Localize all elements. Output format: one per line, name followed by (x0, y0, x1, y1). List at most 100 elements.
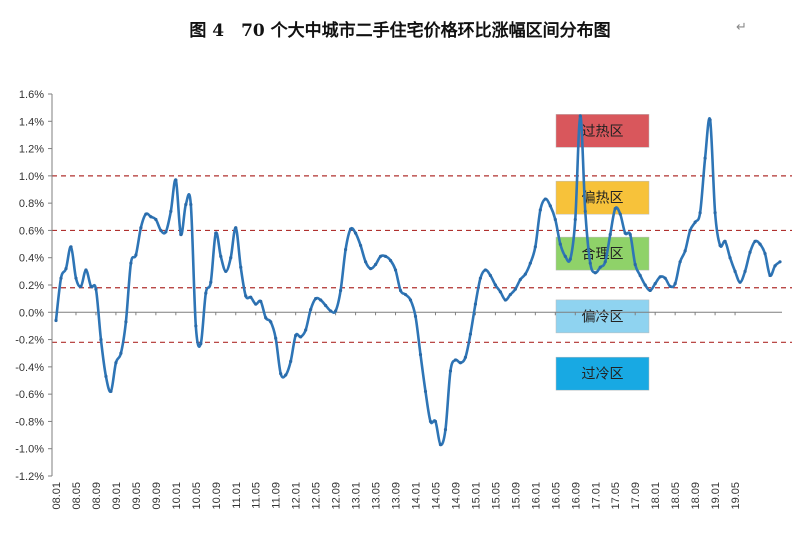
data-point (54, 318, 58, 323)
x-tick-label: 19.01 (710, 482, 722, 510)
data-point (149, 215, 153, 219)
data-point (708, 118, 712, 122)
x-tick-label: 15.01 (470, 482, 482, 510)
y-tick-label: 0.6% (19, 225, 44, 237)
data-point (249, 295, 253, 299)
data-point (418, 352, 423, 357)
reference-lines (52, 175, 792, 343)
x-tick-label: 13.01 (351, 482, 363, 510)
data-point (89, 284, 93, 288)
x-tick-label: 16.01 (530, 482, 542, 510)
data-point (753, 239, 757, 243)
data-point (498, 290, 502, 294)
x-tick-label: 12.09 (331, 482, 343, 510)
axes: -1.2% -1.0% -0.8% -0.6% -0.4% -0.2% 0.0% 0.2% 0.… (15, 89, 782, 510)
x-tick-label: 08.09 (91, 482, 103, 510)
data-point (568, 257, 572, 261)
data-point (69, 245, 73, 249)
x-tick-label: 14.05 (430, 482, 442, 510)
data-point (668, 284, 672, 288)
data-point (234, 226, 238, 230)
data-point (533, 245, 537, 249)
data-point (508, 292, 512, 297)
data-point (139, 226, 143, 230)
x-tick-label: 12.01 (291, 482, 303, 510)
x-tick-label: 16.05 (550, 482, 562, 510)
x-tick-label: 18.09 (690, 482, 702, 510)
data-point (199, 342, 203, 346)
data-point (583, 209, 587, 213)
data-point (59, 276, 63, 280)
series-line (54, 114, 781, 447)
data-point (398, 288, 403, 293)
data-point (693, 220, 697, 224)
data-point (463, 355, 468, 359)
data-point (164, 230, 168, 234)
data-point (393, 268, 398, 272)
data-point (159, 228, 163, 233)
data-point (344, 247, 348, 252)
data-point (588, 261, 592, 265)
data-point (329, 309, 333, 313)
data-point (528, 261, 532, 265)
zone-box (555, 180, 650, 215)
data-point (628, 232, 632, 237)
data-point (608, 232, 612, 237)
data-point (84, 268, 88, 272)
data-point (294, 333, 298, 338)
data-point (773, 264, 777, 268)
data-point (189, 202, 193, 207)
series-layer (54, 114, 782, 447)
x-tick-label: 13.05 (371, 482, 383, 510)
data-point (119, 351, 123, 355)
x-tick-label: 14.09 (450, 482, 462, 510)
data-point (458, 361, 463, 365)
paragraph-mark-icon: ↵ (736, 20, 747, 35)
y-tick-label: -0.6% (15, 389, 44, 401)
data-point (339, 288, 343, 293)
data-point (483, 268, 488, 272)
data-point (154, 217, 158, 222)
data-point (558, 242, 562, 246)
y-tick-label: -1.2% (15, 471, 44, 483)
x-tick-label: 12.05 (311, 482, 323, 510)
data-point (488, 273, 492, 278)
data-point (334, 309, 338, 313)
x-tick-label: 10.09 (211, 482, 223, 510)
data-point (184, 202, 188, 207)
data-point (299, 335, 303, 339)
data-point (388, 258, 393, 263)
data-point (224, 269, 228, 273)
data-point (403, 292, 408, 297)
x-tick-label: 19.05 (730, 482, 742, 510)
data-point (638, 273, 642, 278)
data-point (493, 283, 497, 287)
data-point (543, 197, 547, 201)
zone-label: 合理区 (582, 247, 624, 263)
data-point (443, 428, 448, 432)
y-tick-label: 1.6% (19, 89, 44, 101)
data-point (129, 261, 133, 265)
data-point (244, 294, 248, 298)
data-point (169, 209, 173, 213)
data-point (314, 297, 318, 301)
y-tick-label: -0.4% (15, 362, 44, 374)
data-point (448, 369, 453, 373)
data-point (538, 208, 542, 212)
data-point (468, 332, 473, 336)
data-point (214, 231, 218, 235)
data-point (423, 389, 428, 394)
data-point (204, 291, 208, 295)
zone-label: 过热区 (582, 124, 624, 140)
data-point (768, 273, 772, 278)
zone-box (555, 356, 650, 391)
y-tick-label: 0.0% (19, 307, 44, 319)
y-tick-label: 1.2% (19, 144, 44, 156)
data-point (239, 265, 243, 269)
data-point (548, 204, 552, 208)
data-point (658, 275, 662, 279)
data-point (413, 314, 418, 318)
data-point (289, 359, 293, 363)
